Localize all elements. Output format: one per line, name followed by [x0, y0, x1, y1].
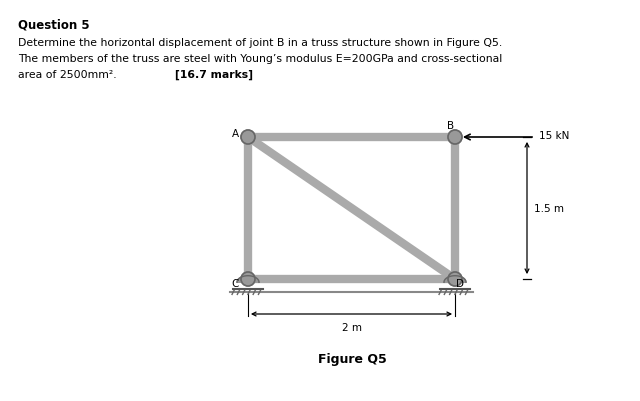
Text: area of 2500mm².: area of 2500mm². [18, 70, 116, 80]
Polygon shape [444, 276, 466, 283]
Circle shape [241, 272, 255, 286]
Text: 1.5 m: 1.5 m [534, 203, 564, 213]
Text: Figure Q5: Figure Q5 [317, 352, 387, 366]
Circle shape [448, 131, 462, 145]
Text: 2 m: 2 m [342, 322, 362, 332]
Text: Determine the horizontal displacement of joint B in a truss structure shown in F: Determine the horizontal displacement of… [18, 38, 502, 48]
Text: The members of the truss are steel with Young’s modulus E=200GPa and cross-secti: The members of the truss are steel with … [18, 54, 502, 64]
Text: [16.7 marks]: [16.7 marks] [175, 70, 253, 80]
Text: B: B [447, 121, 454, 131]
Circle shape [448, 272, 462, 286]
Polygon shape [237, 276, 259, 283]
Text: Question 5: Question 5 [18, 18, 90, 31]
Text: C: C [231, 278, 239, 288]
Circle shape [241, 131, 255, 145]
Text: A: A [232, 129, 239, 139]
Text: 15 kN: 15 kN [539, 131, 570, 141]
Text: D: D [456, 278, 464, 288]
